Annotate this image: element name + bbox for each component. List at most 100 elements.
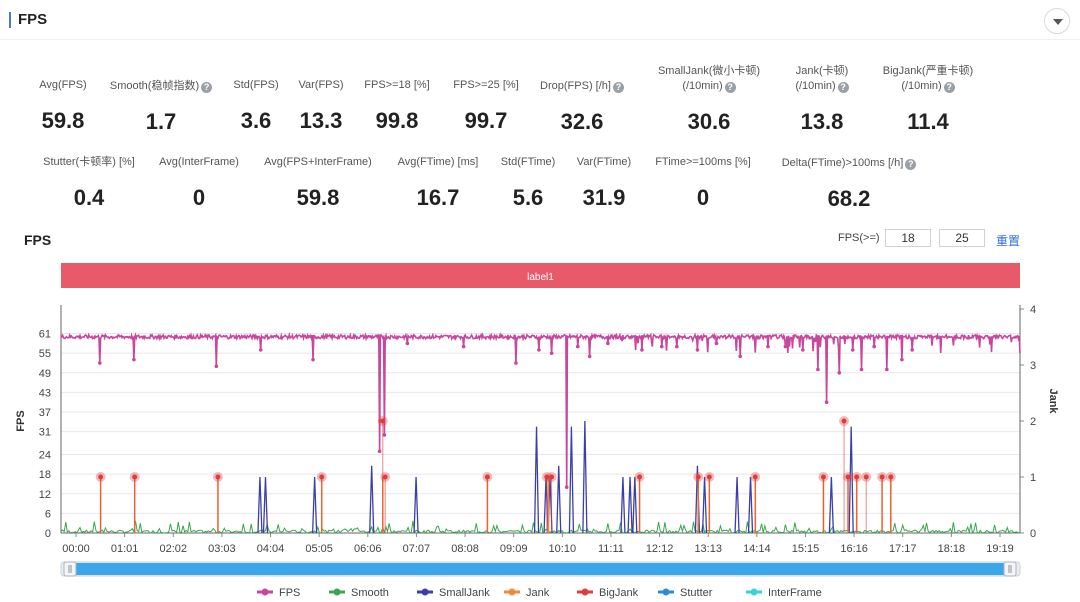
- legend-item-fps[interactable]: FPS: [257, 587, 300, 599]
- help-icon[interactable]: ?: [943, 82, 955, 93]
- legend-item-jank[interactable]: Jank: [504, 587, 550, 599]
- series-fps-point: [675, 344, 679, 349]
- series-fps-point: [382, 433, 387, 437]
- fps-threshold-input-1[interactable]: [885, 229, 931, 247]
- y2-tick-label: 1: [1030, 472, 1036, 484]
- series-bigjank-point: [863, 474, 869, 480]
- legend-item-bigjank[interactable]: BigJank: [577, 587, 639, 599]
- series-smalljank-spike: [828, 476, 835, 534]
- x-tick-label: 11:11: [598, 543, 624, 555]
- metric-metrics_row1-1: Smooth(稳帧指数)? 1.7: [81, 78, 241, 135]
- series-bigjank-point: [544, 474, 550, 480]
- series-smalljank-spike: [533, 426, 540, 534]
- series-fps-point: [514, 361, 518, 365]
- series-smalljank-spike: [311, 476, 318, 534]
- series-bigjank-point: [132, 474, 138, 480]
- metric-value: 13.8: [800, 109, 844, 134]
- help-icon[interactable]: ?: [837, 82, 849, 93]
- metric-label: Smooth(稳帧指数): [109, 80, 200, 92]
- metric-label-unit: (/10min): [795, 80, 836, 92]
- series-smalljank-spike: [543, 476, 549, 534]
- metric-value: 31.9: [582, 185, 626, 210]
- series-fps-point: [659, 344, 664, 349]
- metric-label: Drop(FPS) [/h]: [540, 80, 611, 92]
- series-fps-point: [900, 357, 904, 362]
- fps-threshold-label: FPS(>=): [838, 232, 880, 244]
- help-icon[interactable]: ?: [905, 159, 917, 170]
- series-smalljank-spike: [734, 476, 740, 534]
- legend-marker: [261, 588, 269, 596]
- series-fps-point: [885, 367, 889, 372]
- y-tick-label: 55: [39, 348, 51, 360]
- caret-down-icon: [1053, 19, 1063, 25]
- metric-metrics_row2-3: Avg(FTime) [ms] 16.7: [358, 155, 518, 211]
- legend-marker: [750, 588, 758, 596]
- legend-item-smalljank[interactable]: SmallJank: [417, 587, 490, 599]
- legend-marker: [662, 588, 670, 596]
- series-bigjank-point: [695, 474, 701, 480]
- x-tick-label: 05:05: [305, 543, 333, 555]
- metric-value: 32.6: [560, 109, 604, 134]
- metric-value: 99.8: [375, 108, 419, 133]
- series-fps-line: [60, 331, 1021, 488]
- y-tick-label: 18: [39, 469, 51, 481]
- metric-value: 59.8: [41, 108, 85, 133]
- metric-label: BigJank(严重卡顿): [882, 65, 974, 77]
- series-bigjank-point: [484, 474, 490, 480]
- series-bigjank-point: [98, 474, 104, 480]
- y-tick-label: 37: [39, 407, 51, 419]
- help-icon[interactable]: ?: [201, 82, 213, 93]
- series-bigjank-point: [706, 474, 712, 480]
- metric-value: 3.6: [240, 108, 272, 133]
- metric-label: Std(FTime): [500, 156, 556, 168]
- legend-marker: [421, 588, 429, 596]
- metric-label: Avg(FPS): [39, 79, 87, 91]
- series-smalljank-spike: [568, 426, 575, 534]
- y2-tick-label: 2: [1030, 416, 1036, 428]
- series-bigjank-point: [382, 474, 388, 480]
- y-tick-label: 43: [39, 387, 51, 399]
- series-smalljank-spike: [262, 476, 269, 534]
- series-smalljank-spike: [369, 465, 375, 534]
- series-fps-point: [738, 354, 743, 359]
- help-icon[interactable]: ?: [612, 82, 624, 93]
- metric-value: 13.3: [299, 108, 343, 133]
- metric-metrics_row1-5: FPS>=25 [%] 99.7: [406, 78, 566, 134]
- metric-metrics_row2-0: Stutter(卡顿率) [%] 0.4: [9, 155, 169, 211]
- metric-metrics_row1-8: Jank(卡顿) (/10min)? 13.8: [742, 64, 902, 135]
- metric-label: Var(FPS): [298, 79, 344, 91]
- zoom-slider[interactable]: [60, 561, 1021, 577]
- zoom-handle-right[interactable]: [1003, 561, 1017, 577]
- metric-metrics_row2-4: Std(FTime) 5.6: [448, 155, 608, 211]
- help-icon[interactable]: ?: [724, 82, 736, 93]
- legend-marker: [581, 588, 589, 596]
- legend-label: SmallJank: [439, 587, 490, 599]
- zoom-slider-range: [75, 563, 1004, 575]
- series-smalljank-spike: [257, 476, 263, 534]
- fps-threshold-input-2[interactable]: [939, 229, 985, 247]
- y2-tick-label: 4: [1030, 304, 1036, 316]
- metric-metrics_row1-6: Drop(FPS) [/h]? 32.6: [502, 78, 662, 135]
- legend-label: FPS: [279, 587, 300, 599]
- metric-label: FPS>=18 [%]: [364, 79, 430, 91]
- legend-item-interframe[interactable]: InterFrame: [746, 587, 822, 599]
- legend-item-smooth[interactable]: Smooth: [329, 587, 389, 599]
- zoom-handle-left[interactable]: [63, 561, 77, 577]
- y-tick-label: 61: [39, 329, 51, 341]
- metric-label: Var(FTime): [576, 156, 632, 168]
- series-bigjank-point: [879, 474, 885, 480]
- reset-button[interactable]: 重置: [996, 234, 1021, 248]
- series-smalljank-spike: [582, 420, 588, 534]
- series-smalljank-spike: [556, 465, 562, 534]
- legend-item-stutter[interactable]: Stutter: [658, 587, 713, 599]
- series-fps-point: [575, 344, 580, 349]
- y-tick-label: 6: [45, 508, 51, 520]
- series-smalljank-spike: [848, 426, 854, 534]
- series-fps-point: [872, 344, 876, 349]
- series-bigjank-point: [888, 474, 894, 480]
- collapse-toggle-button[interactable]: [1044, 8, 1070, 34]
- y2-tick-label: 0: [1030, 528, 1036, 540]
- series-fps-point: [461, 344, 466, 349]
- metric-value: 30.6: [687, 109, 731, 134]
- series-fps-point: [837, 370, 842, 375]
